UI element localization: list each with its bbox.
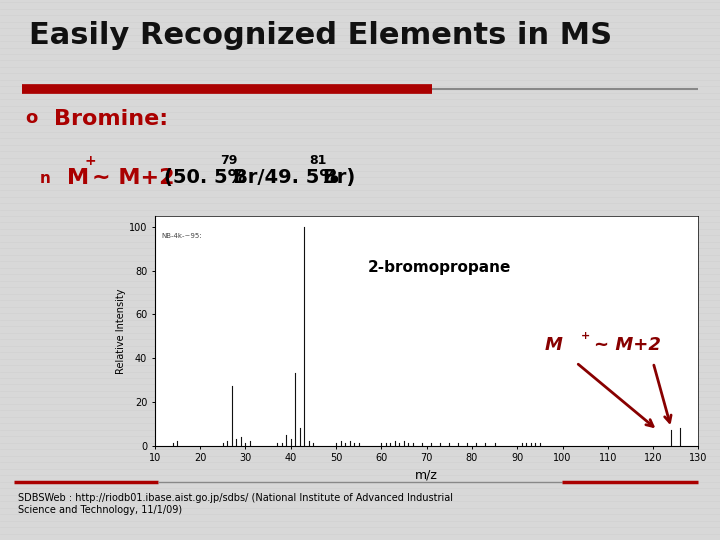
Text: 79: 79 <box>220 154 238 167</box>
Text: ~ M+2: ~ M+2 <box>594 336 661 354</box>
Text: Easily Recognized Elements in MS: Easily Recognized Elements in MS <box>29 22 612 50</box>
Text: M: M <box>67 168 89 188</box>
Text: ~ M+2: ~ M+2 <box>92 168 175 188</box>
Text: M: M <box>544 336 562 354</box>
Text: n: n <box>40 171 50 186</box>
Text: NB-4k-~95:: NB-4k-~95: <box>161 233 202 239</box>
X-axis label: m/z: m/z <box>415 469 438 482</box>
Text: o: o <box>25 109 37 127</box>
Text: 81: 81 <box>310 154 327 167</box>
Y-axis label: Relative Intensity: Relative Intensity <box>116 288 126 374</box>
Text: Br/49. 5%: Br/49. 5% <box>233 168 338 187</box>
Text: Bromine:: Bromine: <box>54 109 168 129</box>
Text: +: + <box>580 330 590 341</box>
Text: 2-bromopropane: 2-bromopropane <box>368 260 511 275</box>
Text: Br): Br) <box>322 168 355 187</box>
Text: (50. 5%: (50. 5% <box>164 168 247 187</box>
Text: +: + <box>84 154 96 168</box>
Text: SDBSWeb : http://riodb01.ibase.aist.go.jp/sdbs/ (National Institute of Advanced : SDBSWeb : http://riodb01.ibase.aist.go.j… <box>18 494 453 515</box>
